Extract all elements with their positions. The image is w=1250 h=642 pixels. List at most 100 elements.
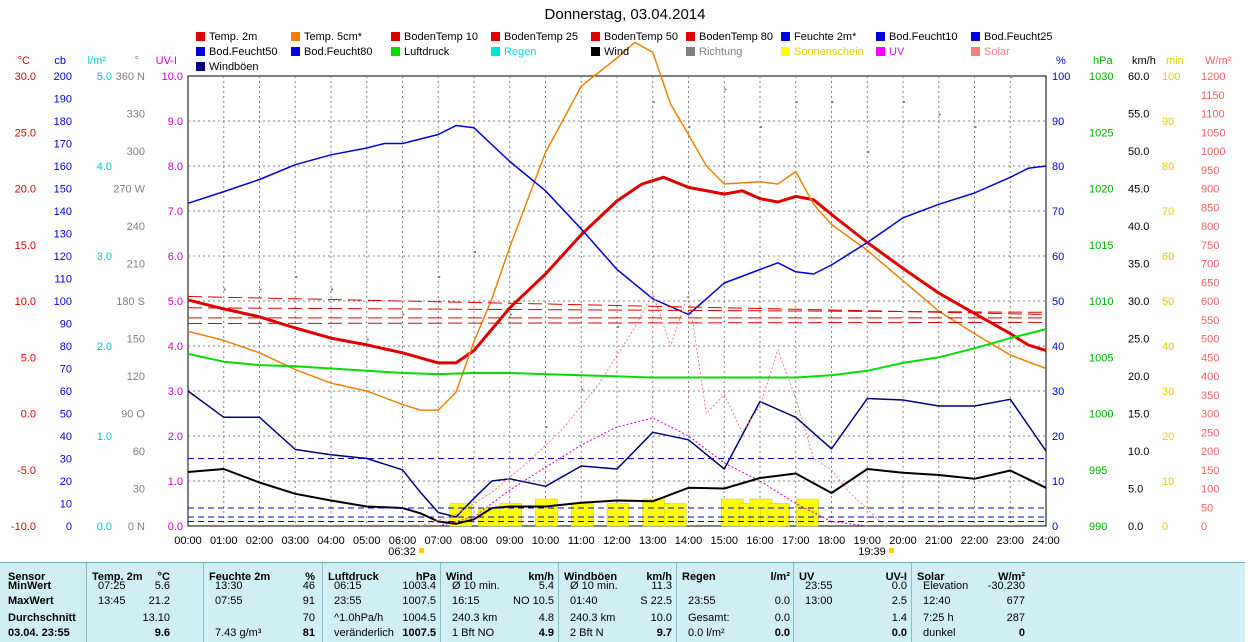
legend-item: BodenTemp 80 <box>686 31 773 43</box>
axis-tick-humidity: 60 <box>1052 251 1064 263</box>
sunshine-bar <box>499 503 522 527</box>
axis-tick-direction: 360 N <box>116 71 145 83</box>
stats-row-label: MinWert <box>8 580 52 592</box>
x-tick-label: 01:00 <box>210 535 238 547</box>
direction-dot <box>295 276 298 278</box>
axis-tick-pressure: 1025 <box>1089 127 1113 139</box>
axis-tick-temp_c: 30.0 <box>15 71 36 83</box>
axis-tick-solar: 400 <box>1201 371 1219 383</box>
axis-tick-humidity: 80 <box>1052 161 1064 173</box>
legend-swatch <box>196 47 205 56</box>
series-uv <box>438 417 868 527</box>
x-tick-label: 17:00 <box>782 535 810 547</box>
x-tick-label: 07:00 <box>424 535 452 547</box>
stats-cell-value: 46 <box>302 580 315 592</box>
sunshine-bar <box>571 503 594 527</box>
stats-row-label: 03.04. 23:55 <box>8 627 70 639</box>
stats-header-regen: Regen <box>682 571 716 583</box>
axis-tick-wind: 55.0 <box>1128 109 1149 121</box>
stats-column-divider <box>203 563 204 642</box>
axis-tick-solar: 0 <box>1201 521 1207 533</box>
axis-tick-wind: 15.0 <box>1128 409 1149 421</box>
legend-swatch <box>591 47 600 56</box>
axis-unit-humidity: % <box>1056 55 1066 67</box>
axis-tick-humidity: 100 <box>1052 71 1070 83</box>
x-tick-label: 18:00 <box>818 535 846 547</box>
chart-title: Donnerstag, 03.04.2014 <box>544 6 706 23</box>
axis-tick-temp_c: -5.0 <box>17 465 36 477</box>
stats-cell-value: NO 10.5 <box>513 595 554 607</box>
axis-tick-solar: 1100 <box>1201 109 1225 121</box>
axis-tick-temp_c: 20.0 <box>15 184 36 196</box>
direction-dot <box>903 101 905 103</box>
axis-tick-cb: 80 <box>60 341 72 353</box>
stats-cell-value: 5.6 <box>154 580 170 592</box>
axis-tick-pressure: 1005 <box>1089 352 1113 364</box>
stats-cell-label: 01:40 <box>570 595 598 607</box>
axis-tick-direction: 180 S <box>116 296 145 308</box>
stats-cell-label: 1 Bft NO <box>452 627 495 639</box>
axis-tick-uv: 6.0 <box>168 251 183 263</box>
x-tick-label: 23:00 <box>996 535 1024 547</box>
legend-item: Wind <box>591 46 629 58</box>
axis-tick-wind: 20.0 <box>1128 371 1149 383</box>
stats-cell-value: 2.5 <box>891 595 907 607</box>
stats-column-divider <box>911 563 912 642</box>
legend-swatch <box>291 47 300 56</box>
stats-unit-temp: °C <box>157 571 170 583</box>
axis-tick-cb: 60 <box>60 386 72 398</box>
series-luftdruck <box>187 328 1047 379</box>
stats-cell-label: 07:55 <box>215 595 243 607</box>
axis-tick-solar: 850 <box>1201 202 1219 214</box>
x-tick-label: 21:00 <box>925 535 953 547</box>
direction-dot <box>1010 76 1013 78</box>
legend-label: Bod.Feucht10 <box>889 31 958 43</box>
axis-tick-cb: 130 <box>54 229 72 241</box>
axis-tick-cb: 150 <box>54 184 72 196</box>
stats-cell-value: 0.0 <box>774 595 790 607</box>
axis-unit-solar: W/m² <box>1205 55 1232 67</box>
legend-label: Temp. 5cm* <box>304 31 363 43</box>
direction-dot <box>867 151 870 153</box>
axis-tick-temp_c: 15.0 <box>15 240 36 252</box>
axis-unit-direction: ° <box>135 55 139 67</box>
stats-cell-value: 70 <box>302 612 315 624</box>
stats-cell-label: Ø 10 min. <box>570 580 618 592</box>
series-temp-2m <box>187 175 1047 365</box>
legend-label: UV <box>889 46 905 58</box>
axis-tick-uv: 10.0 <box>162 71 183 83</box>
axis-tick-humidity: 70 <box>1052 206 1064 218</box>
series-wind <box>187 468 1047 525</box>
axis-tick-solar: 1150 <box>1201 90 1225 102</box>
legend-item: Feuchte 2m* <box>781 31 856 43</box>
axis-tick-cb: 30 <box>60 454 72 466</box>
axis-tick-cb: 180 <box>54 116 72 128</box>
legend-item: Richtung <box>686 46 742 58</box>
axis-tick-solar: 800 <box>1201 221 1219 233</box>
stats-cell-value: -30.230 <box>987 580 1025 592</box>
direction-dot <box>617 326 619 328</box>
axis-tick-uv: 0.0 <box>168 521 183 533</box>
axis-tick-solar: 900 <box>1201 184 1219 196</box>
sunrise-marker <box>419 548 424 553</box>
axis-tick-cb: 200 <box>54 71 72 83</box>
stats-cell-label: 12:40 <box>923 595 951 607</box>
axis-tick-sun: 50 <box>1162 296 1174 308</box>
axis-tick-wind: 45.0 <box>1128 184 1149 196</box>
direction-dot <box>474 251 476 253</box>
legend-item: Windböen <box>196 61 259 73</box>
stats-cell-label: 0.0 l/m² <box>688 627 725 639</box>
legend-swatch <box>391 32 400 41</box>
stats-header-luftdruck: Luftdruck <box>328 571 379 583</box>
stats-cell-label: 23:55 <box>805 580 833 592</box>
axis-unit-cb: cb <box>54 55 66 67</box>
direction-dot <box>259 288 262 291</box>
axis-tick-temp_c: -10.0 <box>11 521 36 533</box>
axis-tick-humidity: 20 <box>1052 431 1064 443</box>
axis-tick-cb: 70 <box>60 364 72 376</box>
stats-cell-label: 07:25 <box>98 580 126 592</box>
legend-label: Richtung <box>699 46 743 58</box>
axis-tick-cb: 0 <box>66 521 72 533</box>
axis-tick-wind: 30.0 <box>1128 296 1149 308</box>
direction-dot <box>831 101 834 103</box>
